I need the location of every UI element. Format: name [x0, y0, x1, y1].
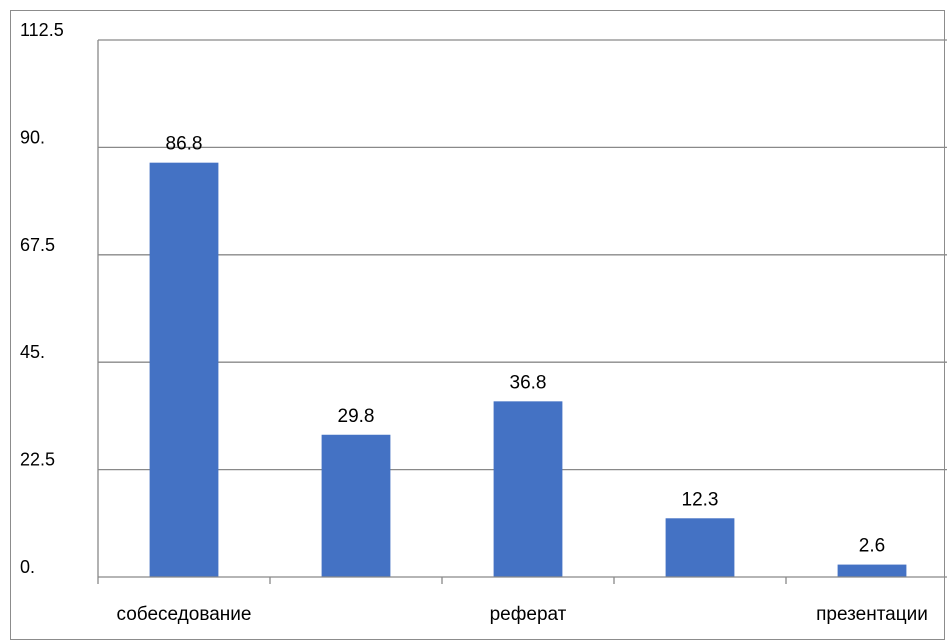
data-labels: 86.8 29.8 36.8 12.3 2.6	[166, 134, 886, 557]
y-tick-label: 22.5	[20, 450, 55, 470]
bar	[321, 434, 391, 577]
y-tick-label: 90.	[20, 127, 45, 147]
bar	[665, 518, 735, 577]
data-label: 29.8	[338, 406, 375, 427]
y-tick-label: 112.5	[20, 20, 64, 40]
bars	[149, 162, 907, 577]
y-tick-labels: 0. 22.5 45. 67.5 90. 112.5	[20, 20, 64, 577]
x-tick-labels: собеседование реферат презентации	[117, 604, 928, 625]
x-axis	[97, 576, 947, 584]
bar	[837, 564, 907, 577]
bar	[149, 162, 219, 577]
bar	[493, 401, 563, 577]
y-tick-label: 67.5	[20, 235, 55, 255]
data-label: 36.8	[510, 372, 547, 393]
x-tick-label: презентации	[816, 604, 928, 625]
y-tick-label: 0.	[20, 557, 35, 577]
gridlines	[97, 39, 947, 577]
data-label: 2.6	[859, 536, 885, 557]
y-tick-label: 45.	[20, 342, 45, 362]
x-tick-label: собеседование	[117, 604, 252, 625]
x-tick-label: реферат	[490, 604, 567, 625]
data-label: 86.8	[166, 134, 203, 155]
data-label: 12.3	[682, 489, 719, 510]
